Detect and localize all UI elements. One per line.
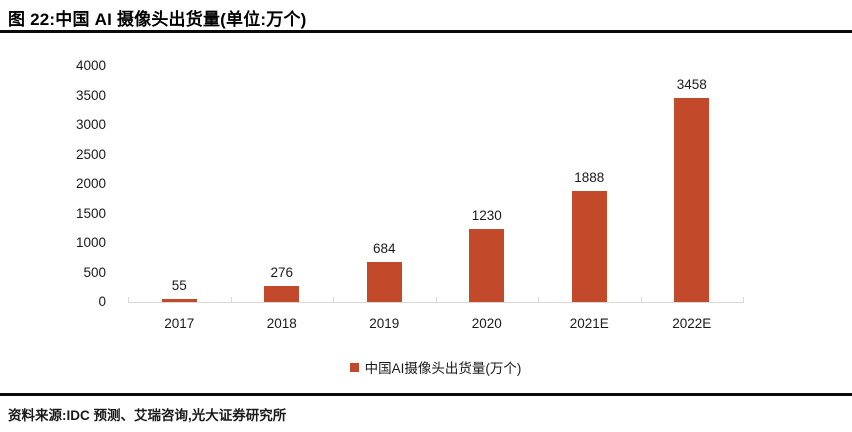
bar-value-label: 276 bbox=[270, 264, 294, 280]
y-axis-tick-label: 2500 bbox=[75, 146, 106, 162]
source-note: 资料来源:IDC 预测、艾瑞咨询,光大证券研究所 bbox=[8, 408, 287, 423]
y-axis-tick-label: 1500 bbox=[75, 205, 106, 221]
x-axis-tick bbox=[538, 297, 539, 303]
y-axis-tick-label: 1000 bbox=[75, 235, 106, 250]
x-axis-tick bbox=[743, 297, 744, 303]
x-axis-category-label: 2018 bbox=[266, 316, 297, 331]
y-axis-tick-label: 4000 bbox=[75, 58, 106, 73]
x-axis-category-label: 2022E bbox=[672, 316, 712, 331]
footer-divider bbox=[0, 393, 852, 396]
bar-value-label: 55 bbox=[171, 277, 187, 293]
x-axis-tick bbox=[230, 297, 232, 303]
chart-legend: 中国AI摄像头出货量(万个) bbox=[128, 357, 743, 377]
legend-label: 中国AI摄像头出货量(万个) bbox=[364, 361, 522, 376]
x-axis-category-label: 2020 bbox=[471, 316, 502, 331]
bar-value-label: 3458 bbox=[676, 76, 707, 92]
x-axis-category-label: 2021E bbox=[569, 316, 609, 331]
bar-value-label: 1230 bbox=[471, 208, 502, 224]
x-axis-category-label: 2017 bbox=[164, 316, 195, 331]
title-divider bbox=[0, 30, 852, 33]
y-axis-tick-label: 3000 bbox=[75, 117, 106, 132]
bar bbox=[264, 285, 300, 302]
bar bbox=[366, 261, 402, 302]
y-axis-tick-label: 2000 bbox=[75, 176, 106, 191]
bar-value-label: 684 bbox=[372, 240, 396, 256]
bar bbox=[161, 298, 197, 302]
bar bbox=[571, 190, 607, 302]
y-axis-tick-label: 3500 bbox=[75, 87, 106, 103]
bar-value-label: 1888 bbox=[574, 169, 605, 185]
y-axis-tick-label: 500 bbox=[83, 264, 106, 280]
y-axis-tick-label: 0 bbox=[98, 294, 106, 309]
x-axis-category-label: 2019 bbox=[369, 316, 400, 331]
legend-swatch-icon bbox=[349, 362, 359, 372]
bar bbox=[674, 97, 710, 302]
bar bbox=[469, 229, 505, 302]
x-axis-tick bbox=[333, 297, 334, 303]
x-axis-tick bbox=[435, 297, 437, 303]
figure-title: 图 22:中国 AI 摄像头出货量(单位:万个) bbox=[8, 10, 307, 29]
x-axis-tick bbox=[640, 297, 642, 303]
x-axis-tick bbox=[128, 297, 129, 303]
